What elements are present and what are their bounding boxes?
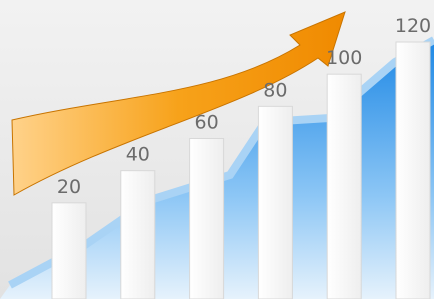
bar: [121, 171, 155, 299]
value-label: 60: [195, 112, 219, 134]
value-label: 40: [126, 144, 150, 166]
bar: [52, 203, 86, 299]
value-label: 20: [57, 176, 81, 198]
bar: [327, 74, 361, 299]
chart: 20 40 60 80 100 120: [0, 0, 434, 299]
value-label: 80: [263, 79, 287, 101]
value-label: 100: [326, 47, 362, 69]
bar: [190, 139, 224, 299]
bar: [396, 42, 430, 299]
bar: [258, 106, 292, 299]
value-label: 120: [395, 15, 431, 37]
